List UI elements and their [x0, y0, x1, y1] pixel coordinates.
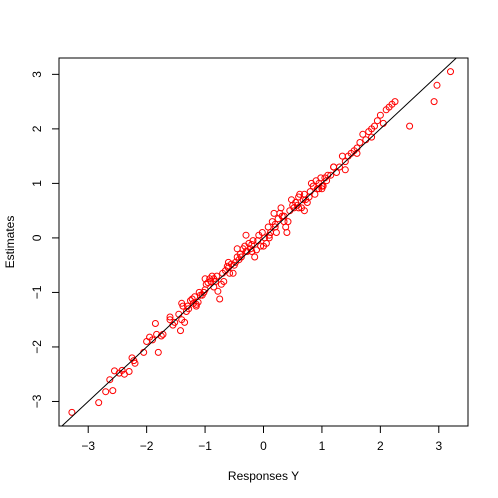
data-point: [178, 316, 186, 324]
y-tick-label: 0: [30, 234, 44, 241]
data-point: [118, 366, 126, 374]
y-tick-label: −1: [30, 285, 44, 299]
data-point: [283, 229, 291, 236]
data-point: [376, 111, 384, 119]
data-point: [368, 133, 376, 141]
data-point: [192, 302, 200, 310]
x-tick-label: −1: [198, 439, 212, 453]
data-point: [224, 258, 232, 266]
x-axis-label: Responses Y: [228, 469, 299, 483]
data-point: [143, 338, 151, 345]
data-point: [106, 376, 114, 384]
data-point: [109, 387, 117, 395]
data-point: [277, 204, 285, 212]
data-point: [154, 348, 162, 356]
data-point: [95, 399, 103, 407]
x-tick-label: 0: [260, 439, 267, 453]
data-point: [341, 158, 349, 166]
data-point: [284, 218, 292, 226]
data-point: [248, 241, 256, 248]
data-point: [430, 98, 438, 106]
y-tick-label: −2: [30, 340, 44, 354]
data-point: [237, 253, 245, 261]
data-point: [102, 388, 110, 396]
data-point: [257, 242, 265, 250]
x-axis: −3 −2 −1 0 1 2 3: [81, 426, 442, 453]
data-point: [220, 278, 228, 285]
data-point: [201, 275, 209, 283]
data-point: [318, 185, 326, 193]
data-point: [151, 320, 159, 327]
data-point: [447, 68, 454, 76]
data-point: [272, 229, 280, 236]
data-point: [229, 269, 237, 277]
data-point: [213, 272, 221, 280]
data-point: [149, 336, 156, 344]
data-point: [433, 81, 441, 89]
x-tick-label: 2: [377, 439, 384, 453]
data-point: [179, 302, 187, 310]
x-tick-label: −2: [140, 439, 154, 453]
data-point: [242, 231, 250, 239]
data-point: [300, 207, 308, 215]
data-point: [171, 318, 179, 326]
x-tick-label: 3: [435, 439, 442, 453]
data-point: [371, 122, 378, 130]
data-point: [185, 305, 193, 313]
data-point: [391, 98, 399, 106]
data-point: [253, 246, 260, 254]
data-point: [125, 368, 133, 375]
data-point: [356, 139, 364, 146]
data-point: [166, 313, 174, 321]
data-point: [265, 234, 273, 242]
data-point: [223, 262, 231, 270]
data-point: [317, 174, 325, 182]
data-point: [330, 163, 338, 171]
data-point: [177, 327, 184, 335]
data-point: [226, 269, 234, 277]
data-point: [188, 295, 196, 303]
data-point: [214, 287, 222, 295]
reference-line: [61, 57, 457, 427]
data-point: [216, 295, 224, 303]
data-point: [249, 237, 257, 245]
data-point: [406, 122, 414, 130]
y-tick-label: 1: [30, 180, 44, 187]
data-point: [68, 408, 76, 416]
points-layer: [68, 68, 454, 416]
data-point: [270, 209, 278, 217]
data-point: [296, 190, 304, 198]
data-point: [233, 253, 241, 261]
x-tick-label: 1: [319, 439, 326, 453]
data-point: [327, 171, 335, 179]
data-point: [131, 359, 139, 367]
data-point: [359, 130, 367, 138]
plot-frame: [58, 57, 469, 427]
data-point: [341, 166, 349, 174]
data-point: [251, 253, 259, 261]
y-axis-label: Estimates: [3, 216, 17, 269]
y-tick-label: −3: [30, 394, 44, 408]
y-axis: −3 −2 −1 0 1 2 3: [30, 71, 59, 408]
y-tick-label: 3: [30, 71, 44, 78]
data-point: [262, 239, 270, 247]
data-point: [373, 117, 381, 125]
y-tick-label: 2: [30, 125, 44, 132]
x-tick-label: −3: [81, 439, 95, 453]
